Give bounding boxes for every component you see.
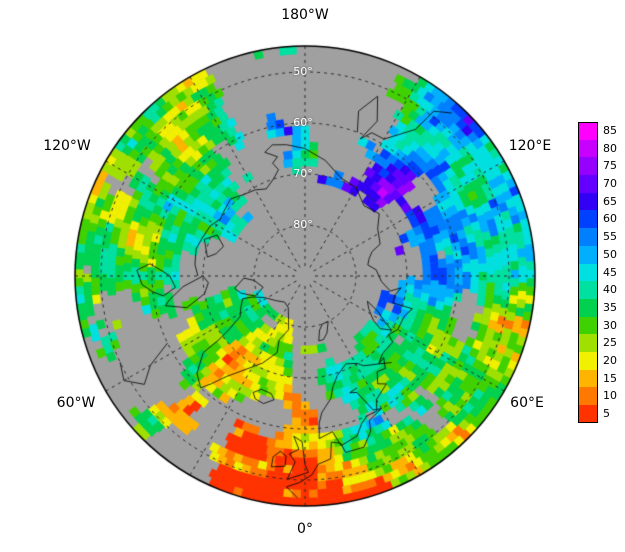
legend-value: 10 xyxy=(603,389,617,403)
meridian-label-60e: 60°E xyxy=(510,395,544,411)
legend-color-swatch xyxy=(578,210,598,229)
meridian-label-180w: 180°W xyxy=(281,7,329,23)
legend-entry: 70 xyxy=(578,175,617,193)
legend-entry: 20 xyxy=(578,351,617,370)
legend-value: 65 xyxy=(603,194,617,208)
legend-value: 70 xyxy=(603,177,617,191)
meridian-label-120w: 120°W xyxy=(43,138,91,154)
parallel-label-50: 50° xyxy=(293,65,313,78)
legend-value: 20 xyxy=(603,353,617,367)
legend-entry: 80 xyxy=(578,139,617,158)
legend-color-swatch xyxy=(578,228,598,246)
legend-color-swatch xyxy=(578,192,598,211)
legend-entry: 65 xyxy=(578,192,617,211)
meridian-label-60w: 60°W xyxy=(56,395,96,411)
legend-entry: 5 xyxy=(578,405,617,423)
legend-color-swatch xyxy=(578,263,598,282)
legend-color-swatch xyxy=(578,245,598,264)
legend-color-swatch xyxy=(578,157,598,176)
legend-value: 15 xyxy=(603,371,617,385)
legend-entry: 50 xyxy=(578,245,617,264)
legend-value: 25 xyxy=(603,336,617,350)
legend-color-swatch xyxy=(578,387,598,405)
colorbar-legend: 85 80 75 70 65 60 55 50 45 40 35 30 25 20 15 10 5 xyxy=(578,122,617,423)
legend-color-swatch xyxy=(578,281,598,299)
legend-value: 80 xyxy=(603,141,617,155)
legend-color-swatch xyxy=(578,405,598,423)
parallel-label-60: 60° xyxy=(293,116,313,129)
legend-color-swatch xyxy=(578,369,598,388)
legend-entry: 40 xyxy=(578,281,617,299)
legend-entry: 25 xyxy=(578,334,617,352)
legend-entry: 60 xyxy=(578,210,617,229)
legend-value: 40 xyxy=(603,283,617,297)
legend-value: 50 xyxy=(603,247,617,261)
legend-entry: 35 xyxy=(578,298,617,317)
legend-entry: 75 xyxy=(578,157,617,176)
legend-value: 35 xyxy=(603,300,617,314)
legend-entry: 55 xyxy=(578,228,617,246)
legend-value: 55 xyxy=(603,230,617,244)
legend-value: 45 xyxy=(603,265,617,279)
legend-value: 60 xyxy=(603,212,617,226)
legend-entry: 45 xyxy=(578,263,617,282)
parallel-label-80: 80° xyxy=(293,218,313,231)
meridian-label-120e: 120°E xyxy=(508,138,552,154)
legend-color-swatch xyxy=(578,351,598,370)
meridian-label-0: 0° xyxy=(297,521,313,537)
legend-value: 85 xyxy=(603,124,617,137)
legend-value: 30 xyxy=(603,318,617,332)
legend-color-swatch xyxy=(578,334,598,352)
legend-color-swatch xyxy=(578,298,598,317)
legend-color-swatch xyxy=(578,175,598,193)
legend-entry: 30 xyxy=(578,316,617,335)
legend-entry: 85 xyxy=(578,122,617,140)
legend-entry: 10 xyxy=(578,387,617,405)
legend-entry: 15 xyxy=(578,369,617,388)
legend-color-swatch xyxy=(578,316,598,335)
legend-color-swatch xyxy=(578,139,598,158)
legend-color-swatch xyxy=(578,122,598,140)
parallel-label-70: 70° xyxy=(293,167,313,180)
legend-value: 75 xyxy=(603,159,617,173)
legend-value: 5 xyxy=(603,407,610,420)
